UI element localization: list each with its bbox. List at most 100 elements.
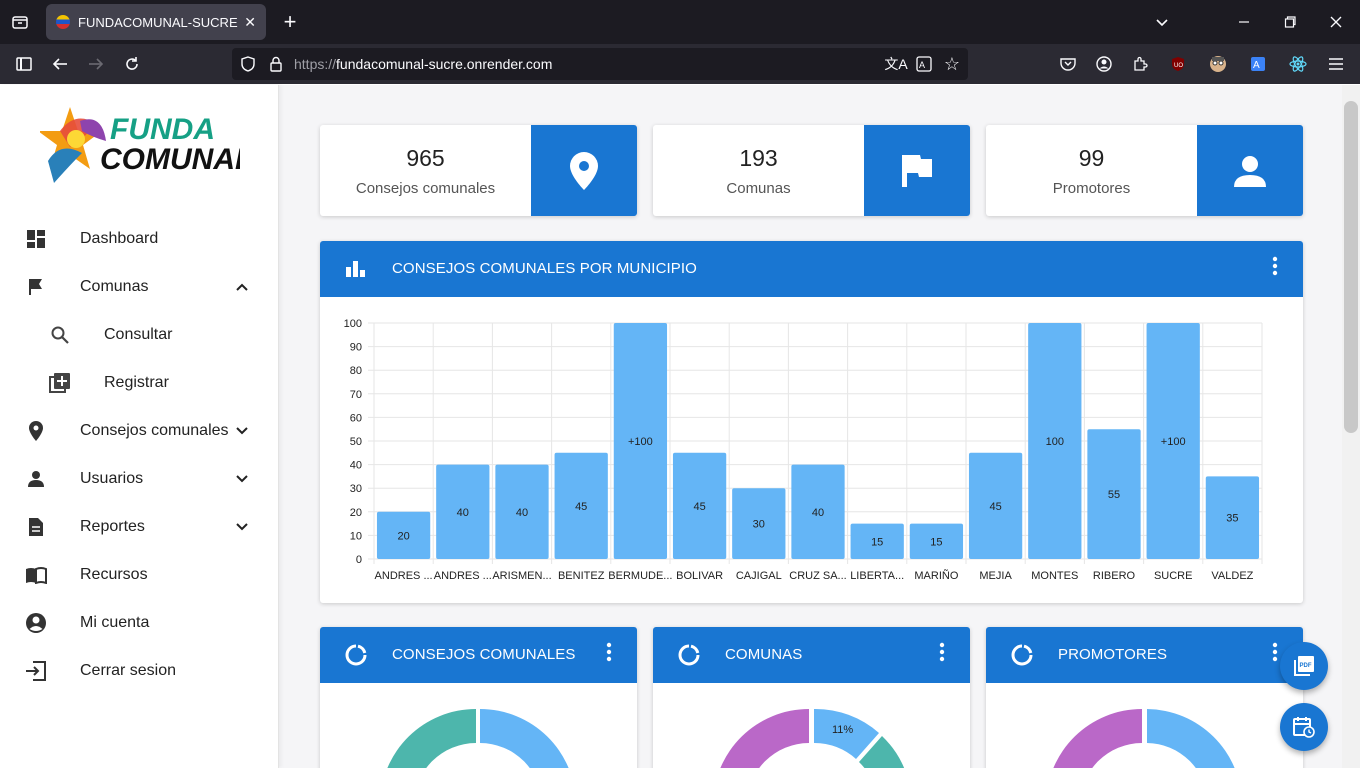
close-window-icon[interactable] — [1322, 8, 1350, 36]
url-text[interactable]: https://fundacomunal-sucre.onrender.com — [294, 56, 552, 72]
menu-hamburger-icon[interactable] — [1322, 50, 1350, 78]
donut-slice-teal — [859, 736, 905, 768]
sidebar-item-consultar[interactable]: Consultar — [0, 311, 279, 359]
pdf-icon: PDF — [1294, 656, 1314, 676]
chevron-down-icon[interactable] — [232, 469, 252, 489]
face-extension-icon[interactable] — [1204, 50, 1232, 78]
account-circle-icon — [24, 611, 48, 635]
bar — [791, 464, 845, 559]
donut-card-consejos: CONSEJOS COMUNALES — [320, 627, 637, 768]
x-tick-label: BENITEZ — [558, 570, 605, 582]
x-tick-label: VALDEZ — [1211, 570, 1253, 582]
stat-label: Consejos comunales — [355, 180, 496, 197]
x-tick-label: BERMUDE... — [608, 570, 672, 582]
browser-tab[interactable]: FUNDACOMUNAL-SUCRE ✕ — [46, 4, 266, 40]
pdf-export-button[interactable]: PDF — [1280, 642, 1328, 690]
sidebar-item-recursos[interactable]: Recursos — [0, 551, 279, 599]
more-vert-icon[interactable] — [1265, 641, 1285, 665]
bar — [672, 452, 727, 559]
y-tick-label: 40 — [350, 460, 362, 472]
extensions-icon[interactable] — [1126, 50, 1154, 78]
lock-icon[interactable] — [262, 50, 290, 78]
close-tab-icon[interactable]: ✕ — [244, 13, 256, 30]
y-tick-label: 90 — [350, 342, 362, 354]
scrollbar-thumb[interactable] — [1344, 101, 1358, 433]
card-header: PROMOTORES — [986, 627, 1303, 683]
more-vert-icon[interactable] — [932, 641, 952, 665]
tracking-shield-icon[interactable] — [234, 50, 262, 78]
bar-data-label: +100 — [1161, 436, 1186, 448]
donut-slice-teal — [387, 709, 476, 768]
bar — [495, 464, 549, 559]
bar-chart-card: CONSEJOS COMUNALES POR MUNICIPIO 0 10 20 30… — [320, 241, 1303, 603]
chevron-down-icon[interactable] — [232, 517, 252, 537]
bookmark-star-icon[interactable]: ☆ — [943, 53, 961, 74]
x-tick-label: CRUZ SA... — [789, 570, 846, 582]
schedule-button[interactable] — [1280, 703, 1328, 751]
back-icon[interactable] — [46, 50, 74, 78]
card-header: CONSEJOS COMUNALES POR MUNICIPIO — [320, 241, 1303, 297]
sidebar-item-consejos-comunales[interactable]: Consejos comunales — [0, 407, 279, 455]
bar — [1205, 476, 1260, 559]
chevron-up-icon[interactable] — [232, 277, 252, 297]
sidebar-item-registrar[interactable]: Registrar — [0, 359, 279, 407]
donut-slice-purple — [1053, 709, 1142, 768]
x-tick-label: MONTES — [1031, 570, 1078, 582]
forward-icon[interactable] — [82, 50, 110, 78]
donut-slice-blue — [480, 709, 569, 768]
sidebar-item-reportes[interactable]: Reportes — [0, 503, 279, 551]
react-devtools-icon[interactable] — [1284, 50, 1312, 78]
dashboard-icon — [24, 227, 48, 251]
x-tick-label: SUCRE — [1154, 570, 1193, 582]
y-tick-label: 70 — [350, 389, 362, 401]
translator-extension-icon[interactable]: A — [1244, 50, 1272, 78]
donut-slice-purple — [720, 709, 809, 768]
bar-data-label: 30 — [753, 519, 765, 531]
flag-icon — [902, 154, 932, 187]
sidebar-item-usuarios[interactable]: Usuarios — [0, 455, 279, 503]
pocket-icon[interactable] — [1054, 50, 1082, 78]
new-tab-icon[interactable]: + — [283, 9, 297, 34]
sidebar-item-label: Cerrar sesion — [80, 662, 177, 679]
bar-data-label: 40 — [812, 507, 824, 519]
more-vert-icon[interactable] — [1265, 255, 1285, 279]
y-tick-label: 50 — [350, 436, 362, 448]
app-viewport: FUNDA COMUNAL Dashboard Comunas Consulta… — [0, 85, 1360, 768]
page-scrollbar[interactable] — [1342, 85, 1360, 768]
translate-page-icon[interactable]: A — [910, 50, 938, 78]
bar-chart: 0 10 20 30 40 50 60 70 80 90 100 20 ANDRES ... 40 ANDR… — [344, 318, 1263, 582]
donut-card-promotores: PROMOTORES — [986, 627, 1303, 768]
tab-overview-icon[interactable] — [6, 8, 34, 36]
reload-icon[interactable] — [118, 50, 146, 78]
svg-text:A: A — [1253, 60, 1260, 71]
bar — [1028, 323, 1082, 559]
sidebar-item-mi-cuenta[interactable]: Mi cuenta — [0, 599, 279, 647]
minimize-icon[interactable] — [1230, 8, 1258, 36]
sidebar-item-cerrar-sesion[interactable]: Cerrar sesion — [0, 647, 279, 695]
bar — [613, 323, 668, 559]
x-tick-label: MARIÑO — [914, 569, 958, 582]
ublock-icon[interactable]: UO — [1164, 50, 1192, 78]
restore-icon[interactable] — [1276, 8, 1304, 36]
translate-icon[interactable]: 文A — [884, 56, 908, 72]
sidebar-item-label: Recursos — [80, 566, 148, 583]
chevron-down-icon[interactable] — [232, 421, 252, 441]
book-icon — [24, 563, 48, 587]
account-icon[interactable] — [1090, 50, 1118, 78]
stat-label: Promotores — [1052, 180, 1131, 197]
url-bar[interactable]: https://fundacomunal-sucre.onrender.com … — [232, 48, 968, 80]
add-box-icon — [48, 371, 72, 395]
tab-list-chevron-icon[interactable] — [1148, 8, 1176, 36]
bar-data-label: 20 — [397, 530, 409, 542]
more-vert-icon[interactable] — [599, 641, 619, 665]
y-tick-label: 10 — [350, 530, 362, 542]
location-pin-icon — [24, 419, 48, 443]
donut-chart-consejos — [387, 709, 569, 768]
sidebar-item-dashboard[interactable]: Dashboard — [0, 215, 279, 263]
x-tick-label: CAJIGAL — [736, 570, 782, 582]
sidebar-toggle-icon[interactable] — [10, 50, 38, 78]
browser-tab-strip: FUNDACOMUNAL-SUCRE ✕ + — [0, 0, 1360, 44]
card-header: CONSEJOS COMUNALES — [320, 627, 637, 683]
card-title: CONSEJOS COMUNALES POR MUNICIPIO — [392, 260, 697, 277]
sidebar-item-comunas[interactable]: Comunas — [0, 263, 279, 311]
